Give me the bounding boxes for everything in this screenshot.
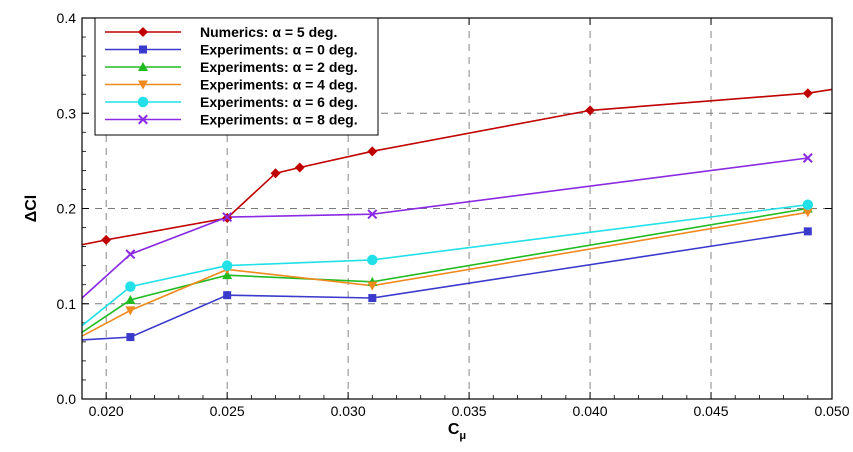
data-point-3-2	[367, 281, 378, 291]
legend-marker	[138, 62, 148, 71]
x-marker-stroke	[367, 209, 378, 220]
data-point-1-1	[223, 291, 232, 300]
x-tick-label: 0.025	[210, 403, 245, 419]
data-point-2-1	[222, 270, 233, 280]
data-point-0-0	[101, 234, 112, 245]
x-tick-label: 0.035	[452, 403, 487, 419]
x-axis-title-main: C	[448, 421, 460, 438]
grid	[82, 18, 832, 399]
data-point-4-3	[802, 199, 814, 210]
y-tick-label: 0.1	[57, 296, 77, 312]
data-point-1-2	[368, 294, 377, 303]
axis-ticks: 0.020 0.025 0.030 0.035 0.040 0.045 0.050 0.0 0.…	[57, 10, 850, 419]
x-axis-title-subscript: μ	[459, 430, 466, 442]
y-tick-label: 0.4	[57, 10, 77, 26]
legend: Numerics: α = 5 deg. Experiments: α = 0 d…	[94, 17, 379, 136]
legend-label: Numerics: α = 5 deg.	[200, 24, 337, 40]
x-tick-label: 0.030	[331, 403, 366, 419]
x-axis-title: Cμ	[448, 421, 466, 442]
legend-marker	[138, 80, 148, 90]
data-point-0-2	[270, 168, 281, 179]
legend-marker	[137, 96, 149, 108]
legend-marker	[138, 27, 148, 37]
data-point-4-2	[367, 254, 378, 266]
data-point-3-0	[125, 306, 136, 316]
legend-label: Experiments: α = 0 deg.	[200, 42, 358, 58]
legend-marker	[138, 114, 148, 125]
data-point-0-5	[585, 105, 596, 116]
x-tick-label: 0.040	[573, 403, 608, 419]
data-point-1-0	[126, 333, 135, 342]
data-point-0-3	[294, 162, 305, 173]
data-point-0-4	[367, 146, 378, 157]
series-line-4	[82, 203, 808, 327]
legend-box	[94, 17, 379, 136]
y-tick-label: 0.2	[57, 201, 77, 217]
data-point-5-1	[222, 212, 233, 223]
series-line-2	[82, 207, 808, 333]
x-tick-label: 0.020	[89, 403, 124, 419]
legend-label: Experiments: α = 4 deg.	[200, 77, 358, 93]
data-point-4-0	[125, 281, 136, 292]
data-point-5-2	[367, 209, 378, 220]
x-tick-label: 0.045	[694, 403, 729, 419]
legend-marker	[139, 45, 147, 54]
data-point-5-0	[125, 249, 136, 260]
legend-label: Experiments: α = 6 deg.	[200, 94, 358, 110]
y-tick-label: 0.3	[57, 105, 77, 121]
plot-frame	[81, 17, 833, 400]
data-point-4-1	[221, 260, 233, 271]
legend-label: Experiments: α = 8 deg.	[200, 112, 358, 128]
x-marker-stroke	[138, 114, 148, 125]
legend-label: Experiments: α = 2 deg.	[200, 59, 358, 75]
x-marker-stroke	[222, 212, 233, 223]
y-tick-label: 0.0	[57, 391, 77, 407]
data-point-5-3	[802, 153, 813, 163]
data-point-0-6	[802, 88, 813, 99]
x-marker-stroke	[125, 249, 136, 260]
markers-group	[101, 88, 814, 342]
data-point-1-3	[803, 227, 812, 236]
data-point-2-0	[125, 294, 136, 304]
data-point-3-3	[802, 208, 813, 218]
y-axis-title: ΔCl	[23, 195, 40, 223]
series-line-5	[82, 157, 808, 299]
x-tick-label: 0.050	[814, 403, 849, 419]
x-marker-stroke	[802, 153, 813, 163]
